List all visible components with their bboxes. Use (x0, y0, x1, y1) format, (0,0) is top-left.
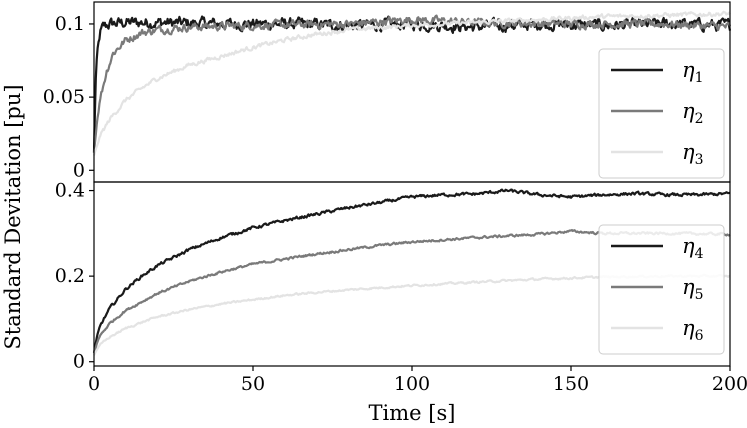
legend-entry-η4: η4 (682, 234, 704, 262)
x-tick-label: 50 (241, 373, 265, 395)
y-tick-label: 0.2 (55, 265, 85, 287)
legend-entry-η6: η6 (682, 316, 704, 344)
legend-top: η1 η2 η3 (598, 48, 725, 179)
x-tick-label: 200 (712, 373, 747, 395)
panel-bottom: 0 0.2 0.4 0 50 100 150 200 η4 η5 η6 (55, 180, 747, 395)
legend-box (598, 224, 725, 355)
x-tick-label: 100 (394, 373, 430, 395)
series-line-η2 (92, 14, 732, 153)
y-tick-label: 0 (73, 351, 85, 373)
legend-entry-η5: η5 (682, 275, 704, 303)
y-tick-label: 0.05 (43, 86, 85, 108)
x-tick-label: 0 (88, 373, 100, 395)
y-axis-label: Standard Devitation [pu] (1, 84, 25, 349)
x-axis-label: Time [s] (369, 401, 456, 425)
y-tick-label: 0 (73, 159, 85, 181)
legend-box (598, 48, 725, 179)
series-line-η4 (92, 188, 731, 354)
legend-entry-η2: η2 (682, 99, 704, 127)
legend-entry-η3: η3 (682, 140, 704, 168)
y-tick-label: 0.4 (55, 180, 85, 202)
legend-bottom: η4 η5 η6 (598, 224, 725, 355)
x-tick-label: 150 (553, 373, 589, 395)
legend-entry-η1: η1 (682, 58, 704, 86)
series-line-η3 (92, 10, 731, 156)
y-tick-label: 0.1 (55, 13, 85, 35)
panel-top: 0 0.05 0.1 η1 η2 η3 (43, 1, 732, 183)
